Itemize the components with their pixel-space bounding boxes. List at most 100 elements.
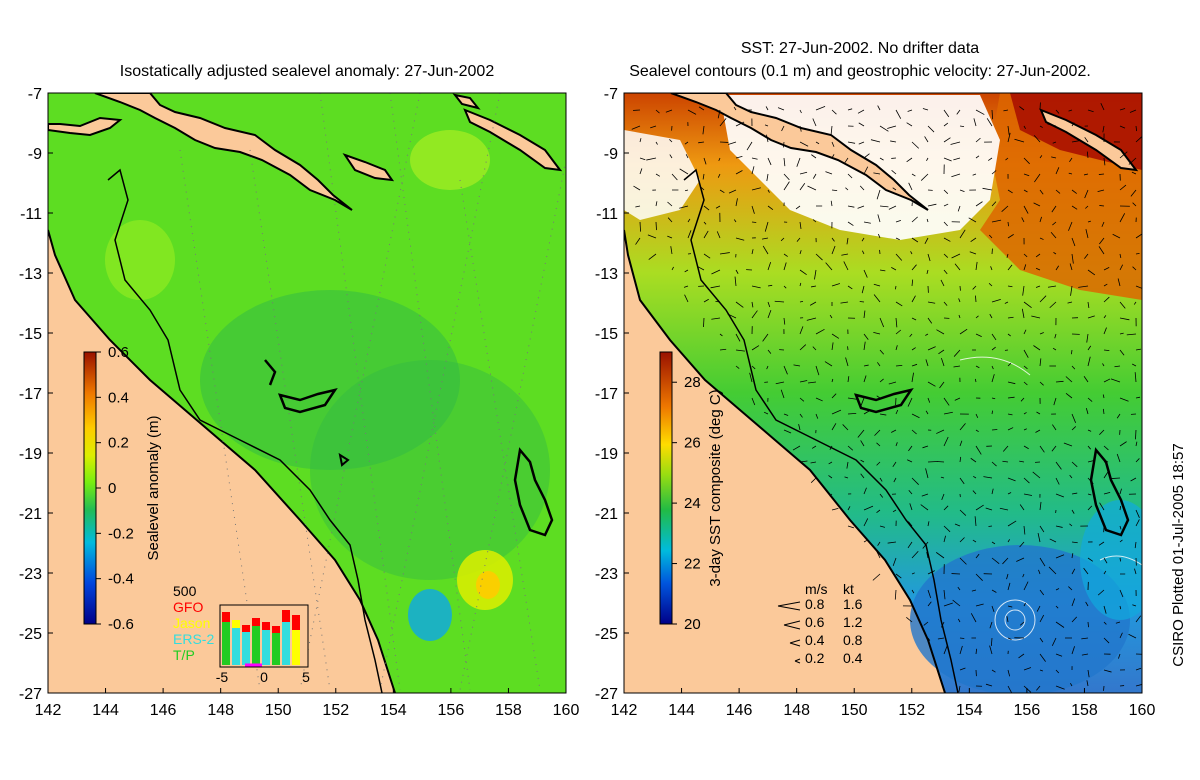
velocity-arrow <box>1119 605 1122 610</box>
velocity-arrow <box>719 348 727 351</box>
velocity-arrow <box>907 397 913 407</box>
velocity-arrow <box>1087 460 1095 463</box>
velocity-arrow <box>975 365 980 369</box>
velocity-arrow <box>1022 285 1025 296</box>
velocity-arrow <box>751 157 758 160</box>
velocity-arrow <box>906 122 913 127</box>
velocity-arrow <box>1065 376 1073 383</box>
velocity-arrow <box>715 205 721 209</box>
velocity-arrow <box>1055 554 1065 559</box>
velocity-arrow <box>1007 285 1013 288</box>
velocity-arrow <box>907 459 913 463</box>
velocity-arrow <box>1087 669 1090 678</box>
velocity-arrow <box>1071 237 1076 247</box>
velocity-arrow <box>1087 477 1094 485</box>
velocity-arrow <box>792 445 801 451</box>
velocity-arrow <box>1135 252 1140 255</box>
velocity-arrow <box>891 170 897 175</box>
velocity-arrow <box>1103 669 1112 673</box>
velocity-arrow <box>1097 589 1105 596</box>
lat-tick-label: -17 <box>595 386 618 403</box>
velocity-arrow <box>991 557 1000 565</box>
velocity-arrow <box>1031 315 1041 319</box>
velocity-arrow <box>1055 109 1060 114</box>
velocity-arrow <box>972 173 977 176</box>
velocity-arrow <box>1087 621 1089 628</box>
colorbar-tick-label: 22 <box>684 556 701 573</box>
velocity-arrow <box>906 157 913 163</box>
inset-x-tick: -5 <box>216 669 229 685</box>
velocity-arrow <box>911 173 916 177</box>
colorbar-tick-label: 26 <box>684 435 701 452</box>
velocity-arrow <box>1130 189 1137 197</box>
velocity-arrow <box>767 157 772 166</box>
velocity-arrow <box>927 381 936 387</box>
geostrophic-velocity-arrows <box>631 102 1142 693</box>
velocity-arrow <box>715 300 721 303</box>
velocity-arrow <box>749 372 753 383</box>
velocity-arrow <box>951 173 961 178</box>
velocity-arrow <box>1119 505 1122 511</box>
velocity-arrow <box>831 283 841 287</box>
lat-tick-label: -7 <box>604 86 618 103</box>
velocity-arrow <box>863 221 871 224</box>
velocity-arrow <box>684 294 689 303</box>
left-map-island <box>463 108 563 172</box>
velocity-arrow <box>875 549 881 559</box>
velocity-arrow <box>815 105 826 111</box>
velocity-arrow <box>847 141 856 144</box>
velocity-arrow <box>809 301 817 306</box>
velocity-arrow <box>1071 553 1074 559</box>
lat-tick-label: -27 <box>19 686 42 703</box>
velocity-arrow <box>1119 557 1121 562</box>
velocity-arrow <box>810 477 817 483</box>
velocity-arrow <box>908 521 913 527</box>
velocity-arrow <box>830 200 833 207</box>
velocity-arrow <box>1134 568 1137 575</box>
velocity-arrow <box>953 349 961 357</box>
velocity-arrow <box>941 357 945 367</box>
velocity-arrow <box>911 237 919 243</box>
velocity-arrow <box>938 349 945 355</box>
velocity-arrow <box>717 109 721 119</box>
velocity-arrow <box>1023 445 1029 450</box>
velocity-arrow <box>991 109 994 120</box>
velocity-arrow <box>751 365 756 370</box>
lat-tick-label: -21 <box>19 506 42 523</box>
velocity-arrow <box>1007 316 1014 319</box>
velocity-arrow <box>1111 477 1121 479</box>
velocity-arrow <box>975 648 978 655</box>
velocity-arrow <box>1055 588 1060 591</box>
velocity-arrow <box>1086 333 1089 343</box>
velocity-arrow <box>655 201 658 207</box>
velocity-arrow <box>719 252 730 255</box>
velocity-arrow <box>1115 621 1121 624</box>
velocity-arrow <box>863 341 866 351</box>
velocity-arrow <box>1039 237 1044 240</box>
velocity-arrow <box>1087 505 1093 511</box>
velocity-arrow <box>1007 221 1009 227</box>
velocity-arrow <box>958 685 961 692</box>
velocity-arrow <box>1039 589 1045 596</box>
velocity-arrow <box>703 253 711 259</box>
velocity-arrow <box>957 586 961 591</box>
velocity-arrow <box>959 477 965 485</box>
velocity-arrow <box>895 109 902 119</box>
velocity-arrow <box>1039 332 1044 335</box>
velocity-arrow <box>1023 365 1028 370</box>
velocity-arrow <box>1051 445 1057 452</box>
velocity-arrow <box>895 237 900 241</box>
velocity-arrow <box>815 253 823 261</box>
sla-colorbar <box>83 351 97 625</box>
velocity-arrow <box>1007 264 1013 271</box>
velocity-arrow <box>895 442 898 447</box>
velocity-arrow <box>847 397 857 400</box>
velocity-arrow <box>1087 269 1096 276</box>
right-map-isobath <box>683 168 959 693</box>
velocity-arrow <box>1038 569 1041 575</box>
lat-tick-label: -25 <box>19 626 42 643</box>
velocity-arrow <box>876 362 881 367</box>
velocity-arrow <box>1039 501 1042 511</box>
velocity-arrow <box>767 261 772 271</box>
velocity-arrow <box>1101 221 1105 227</box>
